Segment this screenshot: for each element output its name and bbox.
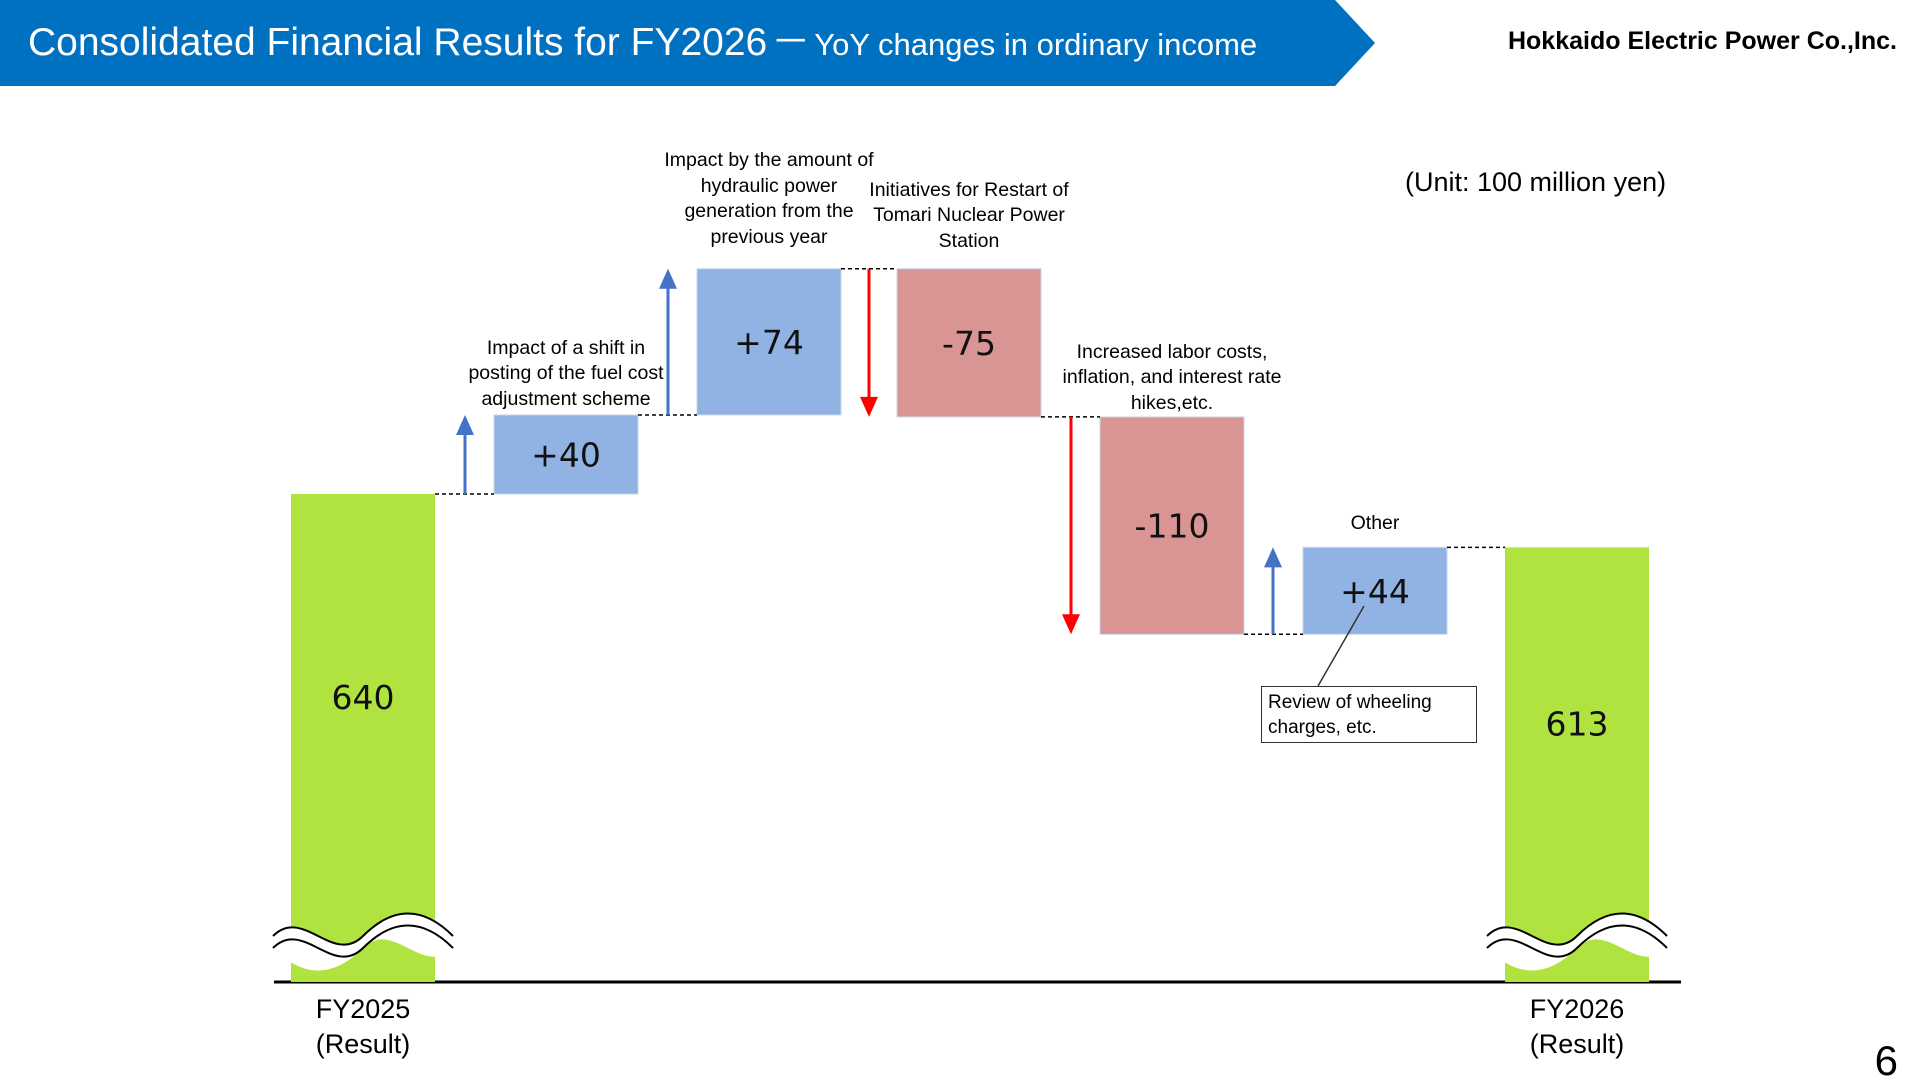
- axis-break-line-bottom-6: [1486, 924, 1668, 958]
- bar-decrease-4: [1099, 416, 1245, 635]
- axis-break-gap-6: [1487, 913, 1667, 971]
- bar-value-label-3: -75: [942, 324, 996, 363]
- category-label-fy2025: FY2025 (Result): [315, 994, 411, 1059]
- arrow-down-icon-3: [860, 396, 878, 417]
- category-label-fy2026: FY2026 (Result): [1529, 994, 1625, 1059]
- company-name: Hokkaido Electric Power Co.,Inc.: [1507, 27, 1897, 55]
- bar-increase-1: [493, 414, 639, 495]
- page-number: 6: [1874, 1037, 1898, 1084]
- bar-value-label-1: +40: [531, 435, 601, 474]
- title-subtitle: YoY changes in ordinary income: [814, 27, 1258, 62]
- bar-increase-5: [1302, 546, 1448, 635]
- axis-break-line-bottom-0: [272, 924, 454, 958]
- bar-value-label-4: -110: [1135, 507, 1210, 546]
- arrow-down-icon-4: [1062, 614, 1080, 635]
- annotation-fuel-cost-adjustment: Impact of a shift in posting of the fuel…: [468, 336, 664, 410]
- annotation-tomari-restart: Initiatives for Restart of Tomari Nuclea…: [869, 178, 1069, 252]
- axis-break-line-top-0: [272, 912, 454, 946]
- title-main: Consolidated Financial Results for FY202…: [28, 21, 768, 64]
- callout-leader-line: [1317, 605, 1365, 687]
- bar-decrease-3: [896, 268, 1042, 418]
- unit-label: (Unit: 100 million yen): [1405, 167, 1667, 197]
- bar-total-0: [291, 494, 435, 982]
- annotation-labor-inflation: Increased labor costs, inflation, and in…: [1062, 340, 1282, 414]
- bar-total-6: [1505, 547, 1649, 982]
- axis-break-line-top-6: [1486, 912, 1668, 946]
- title-banner: [0, 0, 1375, 86]
- bar-value-label-5: +44: [1340, 572, 1410, 611]
- annotation-other: Other: [1350, 511, 1400, 534]
- annotation-hydraulic-power: Impact by the amount of hydraulic power …: [664, 149, 874, 248]
- bar-value-label-2: +74: [734, 323, 804, 362]
- title-separator: －: [771, 21, 811, 64]
- axis-break-gap-0: [273, 913, 453, 971]
- arrow-up-icon-5: [1264, 547, 1282, 568]
- arrow-up-icon-1: [456, 414, 474, 435]
- bar-value-label-6: 613: [1546, 705, 1609, 744]
- arrow-up-icon-2: [659, 268, 677, 289]
- slide-title: Consolidated Financial Results for FY202…: [28, 18, 1257, 68]
- bar-value-label-0: 640: [332, 678, 395, 717]
- bar-increase-2: [696, 268, 842, 416]
- callout-box: Review of wheeling charges, etc.: [1261, 686, 1477, 743]
